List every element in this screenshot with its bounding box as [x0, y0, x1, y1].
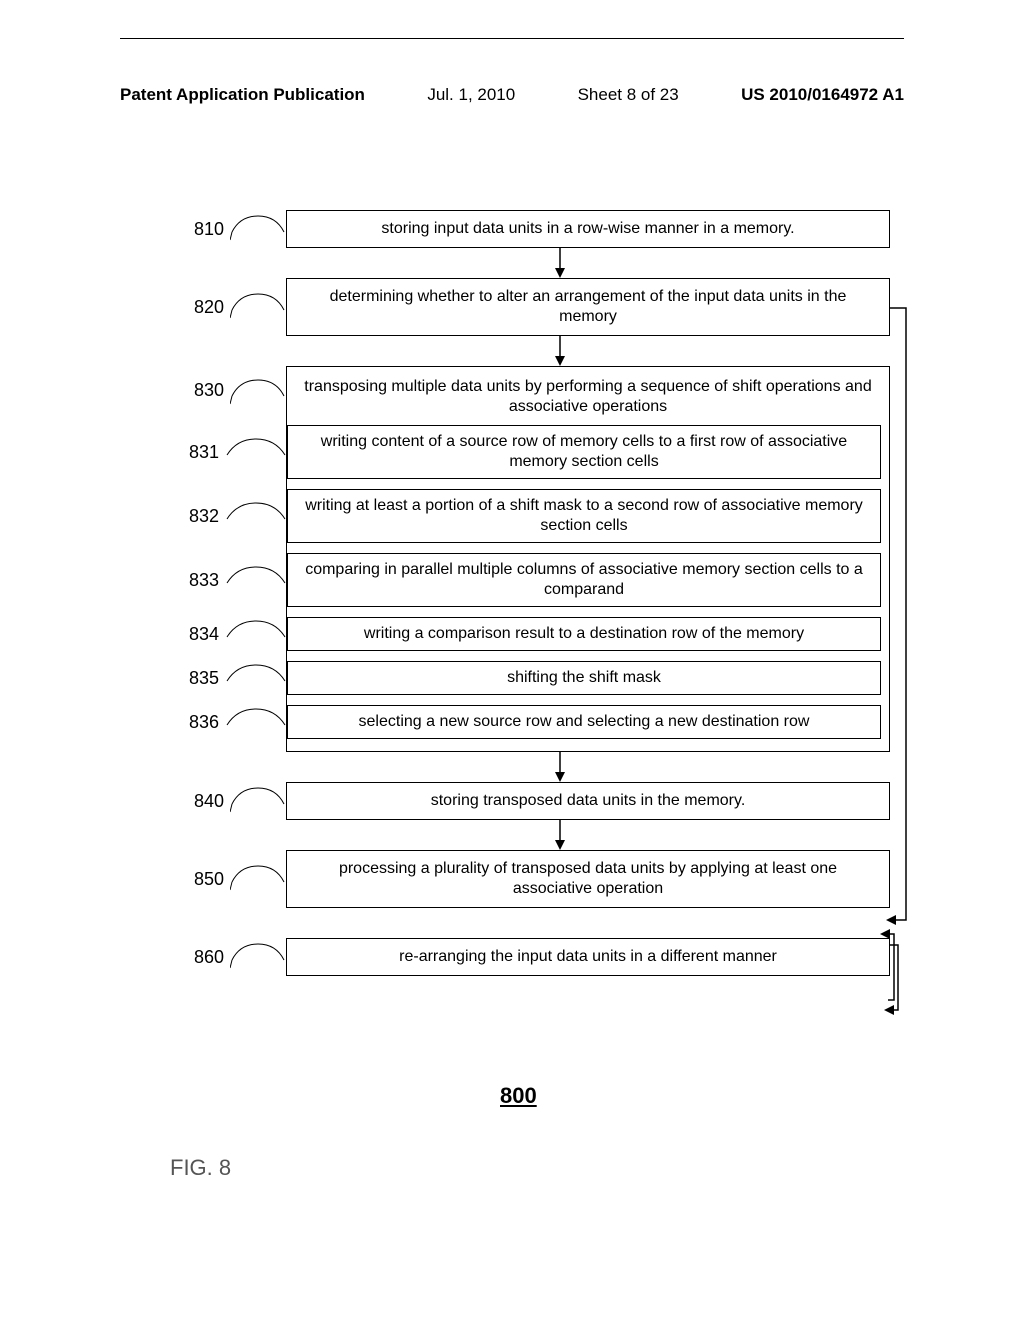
- step-820-label: 820: [170, 297, 230, 318]
- step-840-row: 840 storing transposed data units in the…: [170, 782, 890, 820]
- step-810-box: storing input data units in a row-wise m…: [286, 210, 890, 248]
- publication-number: US 2010/0164972 A1: [741, 85, 904, 105]
- substep-835-box: shifting the shift mask: [287, 661, 881, 695]
- substep-834-row: 834 writing a comparison result to a des…: [295, 617, 881, 651]
- substep-833-box: comparing in parallel multiple columns o…: [287, 553, 881, 607]
- page-header: Patent Application Publication Jul. 1, 2…: [0, 85, 1024, 105]
- step-860-row: 860 re-arranging the input data units in…: [170, 938, 890, 976]
- leader-icon: [225, 499, 287, 533]
- substep-835-row: 835 shifting the shift mask: [295, 661, 881, 695]
- substep-834-box: writing a comparison result to a destina…: [287, 617, 881, 651]
- leader-icon: [225, 617, 287, 651]
- step-860-label: 860: [170, 947, 230, 968]
- header-rule: [120, 38, 904, 39]
- step-830-container: transposing multiple data units by perfo…: [286, 366, 890, 752]
- step-850-label: 850: [170, 869, 230, 890]
- leader-icon: [230, 290, 286, 324]
- substep-831-row: 831 writing content of a source row of m…: [295, 425, 881, 479]
- substep-832-box: writing at least a portion of a shift ma…: [287, 489, 881, 543]
- step-820-row: 820 determining whether to alter an arra…: [170, 278, 890, 336]
- step-860-box: re-arranging the input data units in a d…: [286, 938, 890, 976]
- step-830-label: 830: [170, 380, 230, 401]
- leader-icon: [230, 862, 286, 896]
- leader-icon: [230, 376, 286, 410]
- step-810-row: 810 storing input data units in a row-wi…: [170, 210, 890, 248]
- arrow-down-icon: [550, 820, 570, 850]
- leader-icon: [230, 784, 286, 818]
- arrow-down-icon: [550, 248, 570, 278]
- substep-836-box: selecting a new source row and selecting…: [287, 705, 881, 739]
- step-810-label: 810: [170, 219, 230, 240]
- step-850-row: 850 processing a plurality of transposed…: [170, 850, 890, 908]
- figure-caption: FIG. 8: [170, 1155, 231, 1181]
- figure-number: 800: [500, 1083, 537, 1109]
- step-850-box: processing a plurality of transposed dat…: [286, 850, 890, 908]
- leader-icon: [230, 940, 286, 974]
- arrow-down-icon: [550, 336, 570, 366]
- step-840-label: 840: [170, 791, 230, 812]
- arrow-down-icon: [550, 752, 570, 782]
- substep-831-label: 831: [165, 442, 225, 463]
- substep-832-label: 832: [165, 506, 225, 527]
- step-830-title: transposing multiple data units by perfo…: [295, 377, 881, 417]
- substep-832-row: 832 writing at least a portion of a shif…: [295, 489, 881, 543]
- leader-icon: [230, 212, 286, 246]
- substep-834-label: 834: [165, 624, 225, 645]
- substep-833-label: 833: [165, 570, 225, 591]
- leader-icon: [225, 435, 287, 469]
- step-820-box: determining whether to alter an arrangem…: [286, 278, 890, 336]
- publication-date: Jul. 1, 2010: [427, 85, 515, 105]
- substep-836-label: 836: [165, 712, 225, 733]
- substep-833-row: 833 comparing in parallel multiple colum…: [295, 553, 881, 607]
- leader-icon: [225, 661, 287, 695]
- leader-icon: [225, 563, 287, 597]
- leader-icon: [225, 705, 287, 739]
- sheet-number: Sheet 8 of 23: [578, 85, 679, 105]
- substep-835-label: 835: [165, 668, 225, 689]
- publication-label: Patent Application Publication: [120, 85, 365, 105]
- substep-831-box: writing content of a source row of memor…: [287, 425, 881, 479]
- step-830-row: 830 transposing multiple data units by p…: [170, 366, 890, 752]
- step-840-box: storing transposed data units in the mem…: [286, 782, 890, 820]
- flowchart-diagram: 810 storing input data units in a row-wi…: [170, 210, 890, 976]
- substep-836-row: 836 selecting a new source row and selec…: [295, 705, 881, 739]
